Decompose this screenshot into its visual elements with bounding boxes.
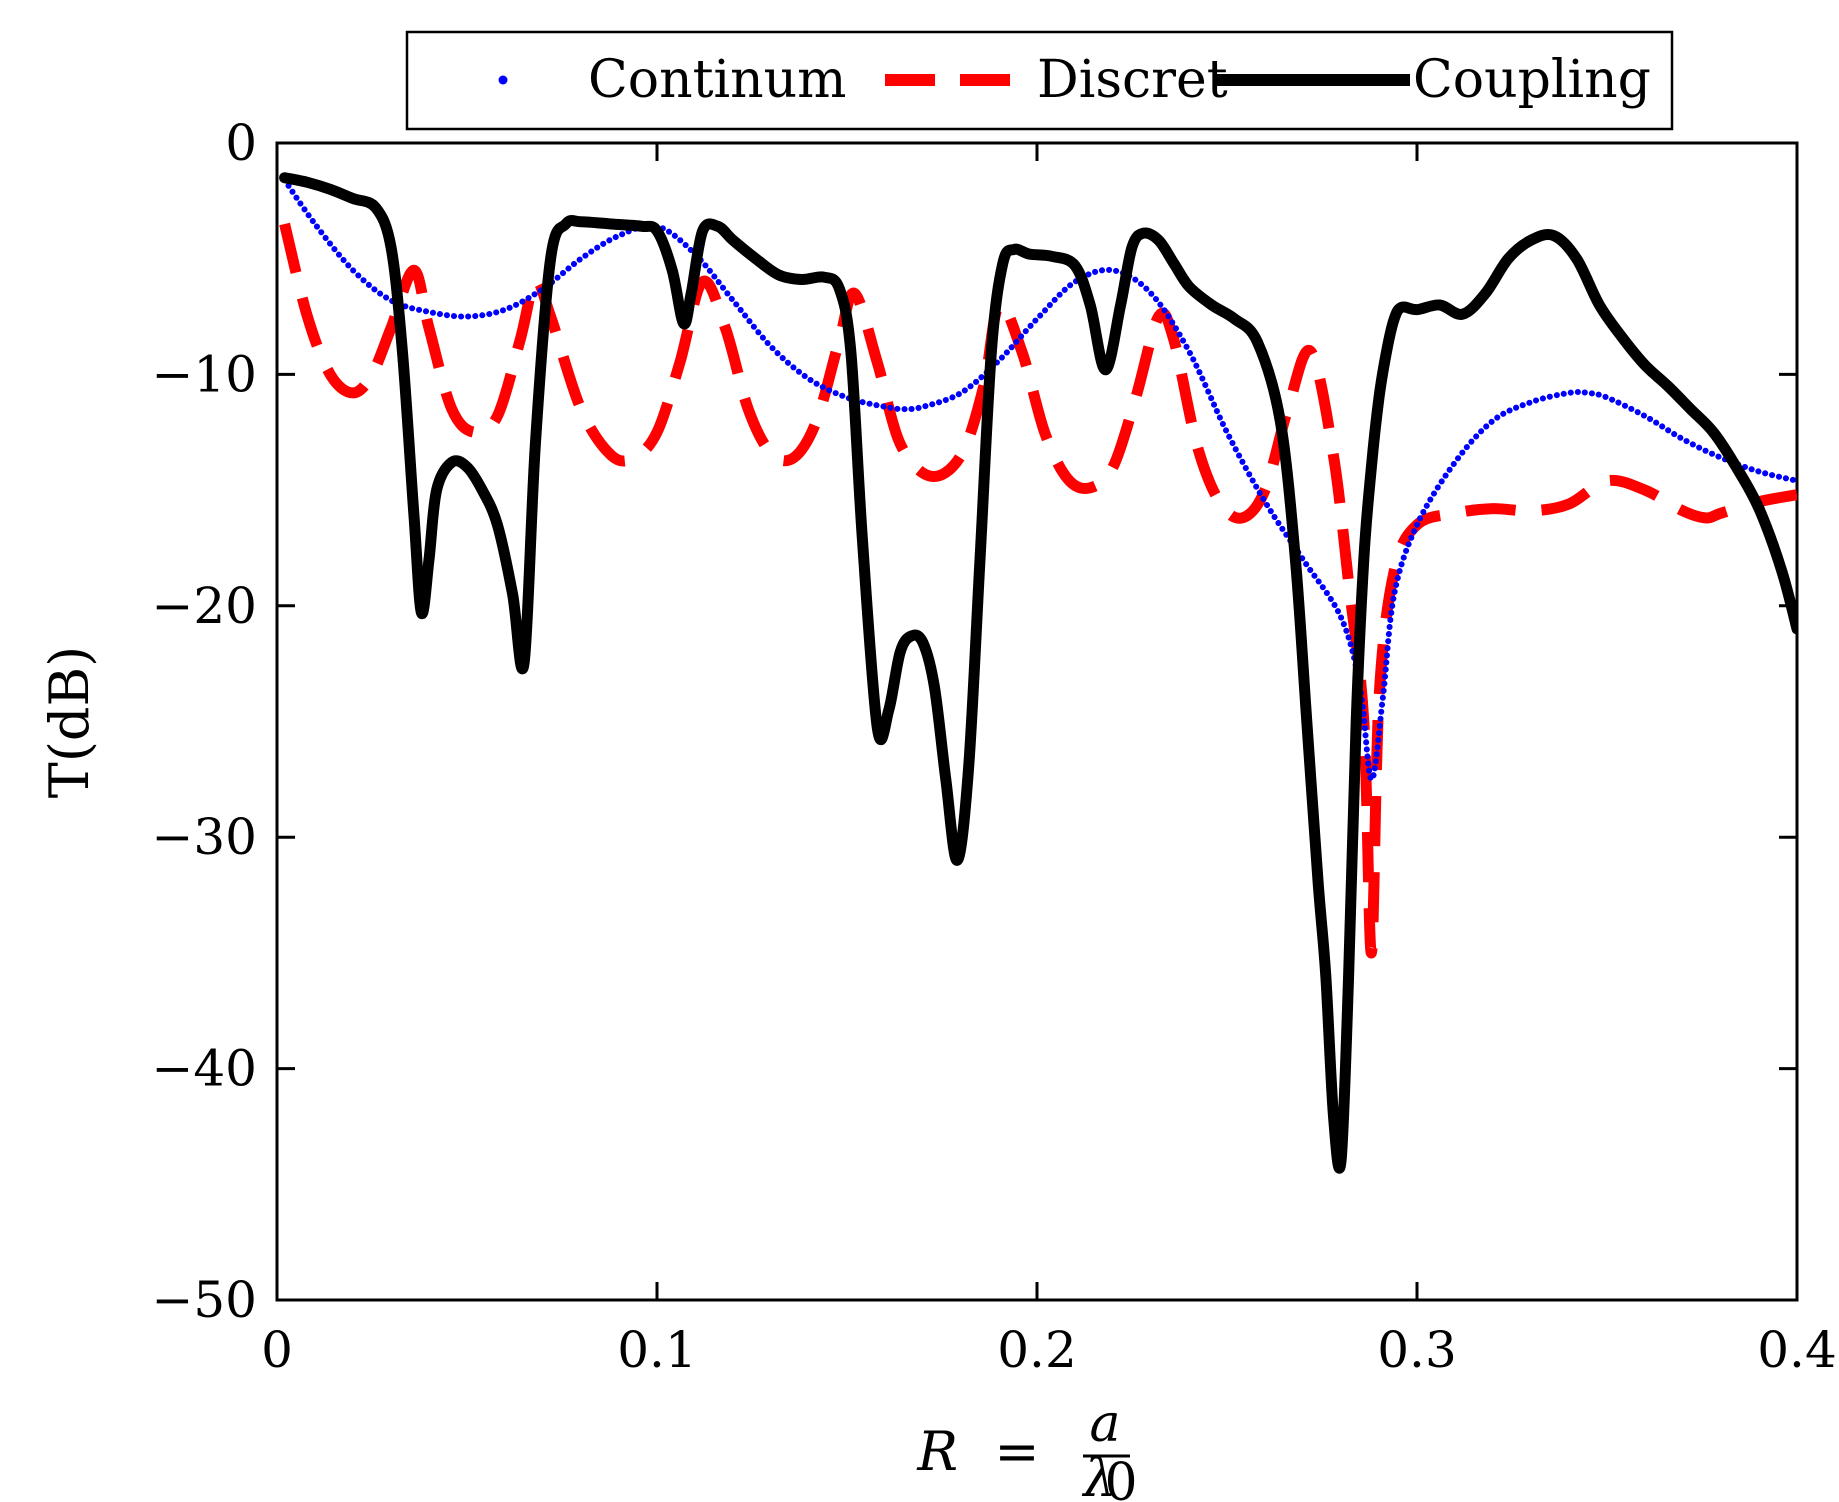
x-label-denominator: λ xyxy=(1082,1449,1117,1502)
legend-label-coupling: Coupling xyxy=(1413,50,1651,110)
series-continum xyxy=(281,177,1797,783)
y-tick-label: −50 xyxy=(151,1271,257,1329)
x-axis-label: R = a λ 0 xyxy=(916,1394,1137,1502)
series-line-coupling xyxy=(279,172,1797,1174)
legend: Continum Discret Coupling xyxy=(405,30,1674,131)
legend-marker-continum xyxy=(498,75,508,85)
series-line-continum xyxy=(281,177,1797,783)
x-label-numerator: a xyxy=(1089,1394,1120,1454)
y-tick-label: 0 xyxy=(225,114,257,172)
series-line-discret xyxy=(279,222,1797,959)
series-discret xyxy=(279,222,1797,959)
x-tick-label: 0.4 xyxy=(1757,1321,1837,1379)
y-tick-label: −30 xyxy=(151,808,257,866)
y-axis-label: T(dB) xyxy=(38,646,101,798)
axis-ticks xyxy=(275,141,1799,1302)
y-tick-label: −20 xyxy=(151,577,257,635)
x-tick-label: 0.1 xyxy=(617,1321,697,1379)
plot-frame xyxy=(275,141,1799,1302)
tick-labels: 0 0.1 0.2 0.3 0.4 0 −10 −20 −30 −40 −50 xyxy=(151,114,1836,1379)
series-coupling xyxy=(279,172,1797,1174)
series-layer xyxy=(279,172,1797,1174)
legend-label-discret: Discret xyxy=(1037,50,1228,110)
x-tick-label: 0 xyxy=(261,1321,293,1379)
legend-label-continum: Continum xyxy=(588,50,846,110)
y-tick-label: −40 xyxy=(151,1040,257,1098)
x-label-equals: = xyxy=(994,1420,1039,1483)
x-tick-label: 0.3 xyxy=(1377,1321,1457,1379)
x-label-lhs: R xyxy=(916,1420,958,1483)
legend-box xyxy=(405,30,1674,131)
x-tick-label: 0.2 xyxy=(997,1321,1077,1379)
y-tick-label: −10 xyxy=(151,345,257,403)
x-label-denominator-subscript: 0 xyxy=(1104,1453,1137,1502)
